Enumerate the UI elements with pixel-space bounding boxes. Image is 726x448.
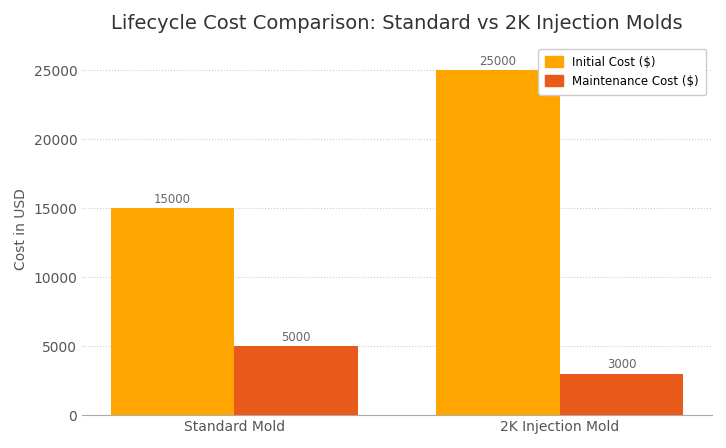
Bar xyxy=(560,374,683,415)
Text: 15000: 15000 xyxy=(154,193,191,206)
Bar xyxy=(436,70,560,415)
Legend: Initial Cost ($), Maintenance Cost ($): Initial Cost ($), Maintenance Cost ($) xyxy=(538,49,706,95)
Title: Lifecycle Cost Comparison: Standard vs 2K Injection Molds: Lifecycle Cost Comparison: Standard vs 2… xyxy=(111,14,683,33)
Bar xyxy=(234,346,358,415)
Text: 25000: 25000 xyxy=(479,55,516,68)
Text: 3000: 3000 xyxy=(607,358,637,371)
Bar xyxy=(111,208,234,415)
Text: 5000: 5000 xyxy=(282,331,311,344)
Y-axis label: Cost in USD: Cost in USD xyxy=(14,188,28,270)
